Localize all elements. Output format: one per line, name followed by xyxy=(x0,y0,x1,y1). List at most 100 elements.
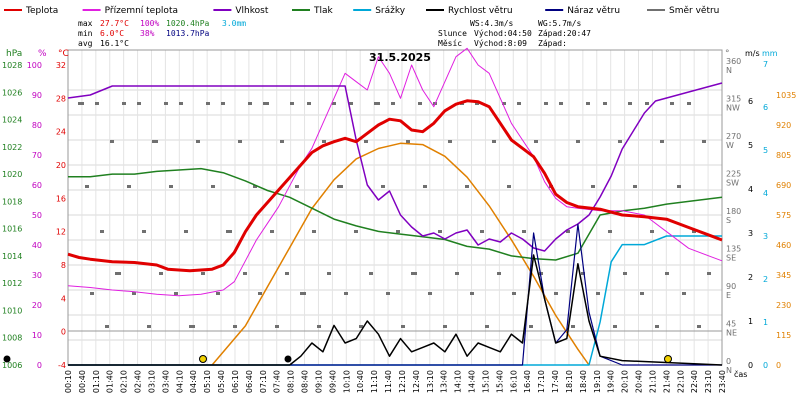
wind-direction-point xyxy=(633,185,637,188)
wind-direction-point xyxy=(581,272,585,275)
wind-direction-point xyxy=(137,102,141,105)
tick-ms: 0 xyxy=(748,361,753,370)
wind-direction-point xyxy=(258,292,262,295)
wind-direction-point xyxy=(618,140,622,143)
wind-direction-point xyxy=(613,325,617,328)
wind-direction-point xyxy=(650,230,654,233)
stat-sun-label: Slunce xyxy=(438,29,467,38)
series-line-slune-n-z-en- xyxy=(211,142,590,366)
x-tick-label: 12:40 xyxy=(412,370,421,393)
axis-label-hpa: hPa xyxy=(6,49,22,59)
x-tick-label: 08:40 xyxy=(301,370,310,393)
axis-label-mm: mm xyxy=(762,49,778,58)
x-tick-label: 00:40 xyxy=(78,370,87,393)
tick-mm: 6 xyxy=(763,103,768,112)
wind-direction-point xyxy=(295,185,299,188)
x-tick-label: 16:10 xyxy=(509,370,518,393)
wind-direction-point xyxy=(522,230,526,233)
wind-direction-point xyxy=(285,272,289,275)
tick-ms: 2 xyxy=(748,273,753,282)
wind-direction-point xyxy=(438,230,442,233)
wind-direction-point xyxy=(502,102,506,105)
wind-direction-point xyxy=(480,230,484,233)
wind-direction-point xyxy=(645,102,649,105)
tick-ms: 6 xyxy=(748,97,753,106)
x-tick-label: 12:10 xyxy=(398,370,407,393)
x-tick-label: 14:10 xyxy=(454,370,463,393)
wind-direction-point xyxy=(423,185,427,188)
wind-direction-point xyxy=(539,272,543,275)
wind-direction-point xyxy=(381,185,385,188)
wind-direction-point xyxy=(359,325,363,328)
tick-dir-name: N xyxy=(726,366,732,375)
legend-label: Náraz větru xyxy=(567,6,620,16)
wind-direction-point xyxy=(707,272,711,275)
wind-direction-point xyxy=(327,272,331,275)
wind-direction-dots xyxy=(78,102,711,328)
x-tick-label: 11:40 xyxy=(384,370,393,393)
tick-degc: 32 xyxy=(56,61,66,70)
tick-dir-name: E xyxy=(726,291,731,300)
tick-pct: 20 xyxy=(32,301,42,310)
wind-direction-point xyxy=(670,102,674,105)
tick-pct: 80 xyxy=(32,121,42,130)
stat-min-hum: 38% xyxy=(140,29,155,38)
x-tick-label: 17:10 xyxy=(537,370,546,393)
tick-degc: 20 xyxy=(56,161,66,170)
series-line-rychlost-v-tru xyxy=(68,254,723,366)
tick-dir-name: NE xyxy=(726,329,737,338)
x-tick-label: 04:10 xyxy=(175,370,184,393)
wind-direction-point xyxy=(265,102,269,105)
wind-direction-point xyxy=(566,230,570,233)
wind-direction-point xyxy=(80,102,84,105)
tick-wm2: 115 xyxy=(776,331,791,340)
tick-dir: 225 xyxy=(726,170,741,179)
x-tick-label: 23:10 xyxy=(704,370,713,393)
wind-direction-point xyxy=(485,325,489,328)
wind-direction-point xyxy=(571,325,575,328)
x-tick-label: 23:40 xyxy=(718,370,727,393)
wind-direction-point xyxy=(307,102,311,105)
tick-mm: 2 xyxy=(763,275,768,284)
x-tick-label: 13:10 xyxy=(426,370,435,393)
wind-direction-point xyxy=(376,102,380,105)
wind-direction-point xyxy=(559,102,563,105)
wind-direction-point xyxy=(702,140,706,143)
wind-direction-point xyxy=(687,102,691,105)
x-tick-label: 03:10 xyxy=(147,370,156,393)
legend-label: Teplota xyxy=(25,6,58,16)
tick-dir-name: NW xyxy=(726,104,740,113)
x-tick-label: 13:40 xyxy=(440,370,449,393)
stat-sunset: Západ:20:47 xyxy=(538,29,591,38)
x-tick-label: 21:40 xyxy=(662,370,671,393)
tick-hpa: 1012 xyxy=(2,279,22,288)
tick-dir: 180 xyxy=(726,207,741,216)
sunset-marker xyxy=(664,355,672,363)
wind-direction-point xyxy=(529,325,533,328)
wind-direction-point xyxy=(302,292,306,295)
wind-direction-point xyxy=(228,230,232,233)
x-tick-label: 04:40 xyxy=(189,370,198,393)
x-tick-label: 20:10 xyxy=(621,370,630,393)
plot-border xyxy=(67,49,723,366)
x-axis-label: čas xyxy=(734,369,747,379)
wind-direction-point xyxy=(164,102,168,105)
wind-direction-point xyxy=(275,325,279,328)
wind-direction-point xyxy=(692,230,696,233)
tick-dir: 45 xyxy=(726,320,736,329)
stat-min-temp: 6.0°C xyxy=(100,29,124,38)
axis-label-degc: °C xyxy=(58,49,69,59)
series-line-sr-ky xyxy=(68,235,722,366)
wind-direction-point xyxy=(154,140,158,143)
wind-direction-point xyxy=(317,325,321,328)
wind-direction-point xyxy=(665,272,669,275)
wind-direction-point xyxy=(169,185,173,188)
x-tick-label: 22:40 xyxy=(690,370,699,393)
x-tick-label: 18:10 xyxy=(565,370,574,393)
tick-dir-name: N xyxy=(726,66,732,75)
wind-direction-point xyxy=(640,292,644,295)
tick-wm2: 1035 xyxy=(776,91,796,100)
wind-direction-point xyxy=(470,292,474,295)
moonrise-marker xyxy=(284,355,292,363)
wind-direction-point xyxy=(544,102,548,105)
